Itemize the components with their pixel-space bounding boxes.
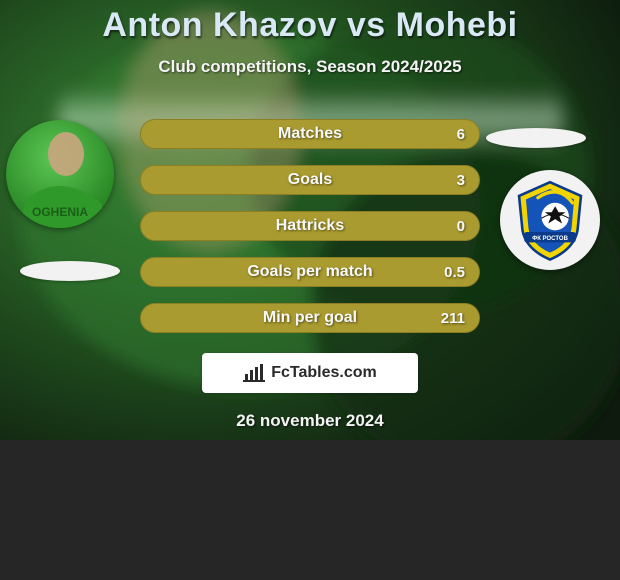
stat-label: Hattricks <box>141 217 479 235</box>
club-badge-text: ФК РОСТОВ <box>532 236 568 242</box>
player-right-country-oval <box>486 128 586 148</box>
stat-row-goals: Goals 3 <box>140 165 480 195</box>
player-left-country-oval <box>20 261 120 281</box>
stat-row-goals-per-match: Goals per match 0.5 <box>140 257 480 287</box>
date-text: 26 november 2024 <box>0 411 620 431</box>
page-title: Anton Khazov vs Mohebi <box>0 0 620 45</box>
player-left-avatar: OGHENIA <box>6 120 114 228</box>
stat-label: Matches <box>141 125 479 143</box>
stat-right-value: 0.5 <box>444 264 465 281</box>
stat-row-matches: Matches 6 <box>140 119 480 149</box>
subtitle: Club competitions, Season 2024/2025 <box>0 57 620 77</box>
fctables-branding[interactable]: FcTables.com <box>202 353 418 393</box>
stat-right-value: 3 <box>457 172 465 189</box>
bar-chart-icon <box>243 364 265 382</box>
stat-label: Min per goal <box>141 309 479 327</box>
player-left-jersey-text: OGHENIA <box>32 205 88 219</box>
fctables-label: FcTables.com <box>271 364 377 382</box>
player-right-club-badge: ФК РОСТОВ <box>500 170 600 270</box>
stat-right-value: 0 <box>457 218 465 235</box>
stat-row-min-per-goal: Min per goal 211 <box>140 303 480 333</box>
stat-right-value: 211 <box>441 310 465 327</box>
stat-row-hattricks: Hattricks 0 <box>140 211 480 241</box>
stat-right-value: 6 <box>457 126 465 143</box>
stat-label: Goals <box>141 171 479 189</box>
stat-label: Goals per match <box>141 263 479 281</box>
